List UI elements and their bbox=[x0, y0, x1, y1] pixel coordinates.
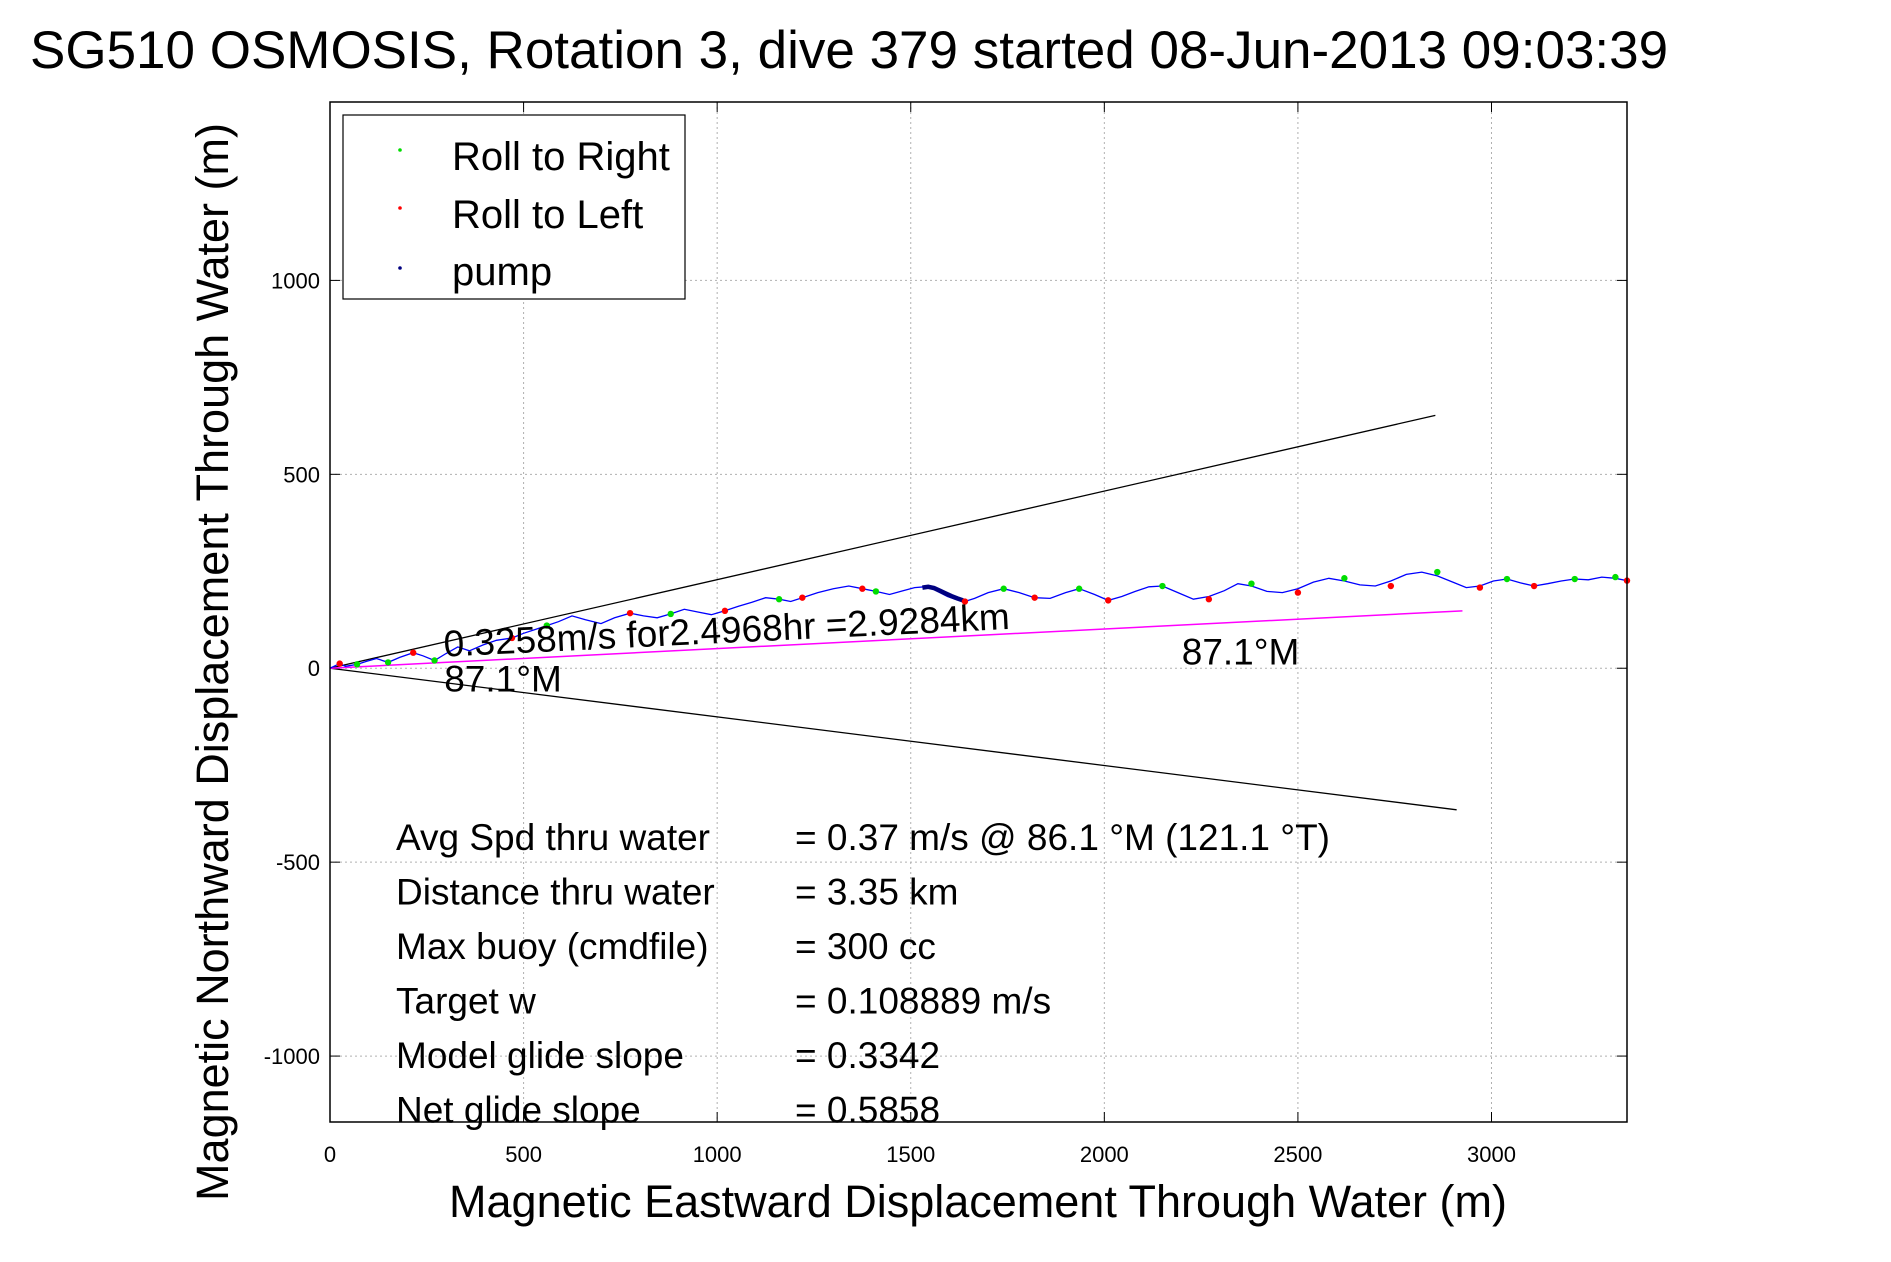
x-tick-label: 1500 bbox=[886, 1142, 935, 1167]
x-tick-label: 2000 bbox=[1080, 1142, 1129, 1167]
roll-right-point bbox=[1434, 568, 1441, 576]
stats-value: = 300 cc bbox=[795, 926, 936, 967]
x-tick-label: 0 bbox=[324, 1142, 336, 1167]
stats-value: = 0.3342 bbox=[795, 1035, 940, 1076]
pump-layer bbox=[922, 584, 964, 603]
heading-label-1: 87.1°M bbox=[444, 659, 562, 700]
roll-left-point bbox=[626, 609, 634, 617]
roll-left-point bbox=[799, 594, 806, 601]
x-tick-labels: 0 500 1000 1500 2000 2500 3000 bbox=[324, 1142, 1516, 1167]
legend-label-roll-right: Roll to Right bbox=[452, 135, 670, 179]
roll-left-point bbox=[1105, 597, 1112, 604]
x-tick-label: 2500 bbox=[1273, 1142, 1322, 1167]
legend-marker-pump bbox=[398, 266, 402, 270]
plot-frame bbox=[329, 101, 1628, 1123]
stats-label: Target w bbox=[396, 981, 536, 1022]
stats-value: = 0.108889 m/s bbox=[795, 981, 1051, 1022]
roll-left-point bbox=[1294, 589, 1302, 596]
heading-label-2: 87.1°M bbox=[1182, 631, 1300, 672]
stats-label: Model glide slope bbox=[396, 1035, 684, 1076]
roll-right-point bbox=[1612, 573, 1619, 581]
legend-marker-roll-left bbox=[398, 206, 402, 210]
y-tick-label: 1000 bbox=[271, 268, 320, 293]
y-tick-labels: -1000 -500 0 500 1000 bbox=[264, 268, 320, 1069]
roll-left-layer bbox=[336, 577, 1631, 667]
roll-right-point bbox=[1571, 575, 1578, 583]
roll-left-point bbox=[1530, 582, 1538, 590]
roll-left-point bbox=[961, 598, 969, 605]
legend: Roll to Right Roll to Left pump bbox=[342, 114, 686, 300]
heading-lines bbox=[329, 414, 1457, 811]
y-axis-label: Magnetic Northward Displacement Through … bbox=[187, 123, 238, 1201]
net-vector bbox=[329, 610, 1463, 669]
roll-right-point bbox=[1248, 580, 1255, 587]
roll-left-point bbox=[1031, 594, 1038, 601]
pump-segment bbox=[922, 584, 964, 603]
roll-left-point bbox=[336, 660, 343, 667]
y-tick-label: -1000 bbox=[264, 1044, 320, 1069]
stats-label: Avg Spd thru water bbox=[396, 817, 710, 858]
roll-right-point bbox=[1503, 575, 1511, 583]
roll-left-point bbox=[721, 607, 729, 615]
roll-right-point bbox=[384, 659, 392, 666]
roll-left-point bbox=[1205, 596, 1213, 603]
roll-left-point bbox=[1387, 582, 1395, 590]
heading-line-lower bbox=[329, 667, 1457, 811]
roll-right-point bbox=[353, 661, 361, 668]
roll-right-point bbox=[775, 596, 783, 603]
legend-label-roll-left: Roll to Left bbox=[452, 193, 643, 237]
chart-title: SG510 OSMOSIS, Rotation 3, dive 379 star… bbox=[30, 21, 1668, 80]
roll-right-point bbox=[1341, 575, 1348, 582]
y-tick-label: 0 bbox=[308, 656, 320, 681]
net-vector-line bbox=[329, 610, 1463, 669]
legend-marker-roll-right bbox=[398, 148, 402, 152]
x-axis-label: Magnetic Eastward Displacement Through W… bbox=[449, 1176, 1507, 1227]
stats-value: = 3.35 km bbox=[795, 872, 959, 913]
roll-left-point bbox=[410, 649, 417, 656]
x-tick-label: 1000 bbox=[693, 1142, 742, 1167]
stats-value: = 0.37 m/s @ 86.1 °M (121.1 °T) bbox=[795, 817, 1330, 858]
stats-block: Avg Spd thru water = 0.37 m/s @ 86.1 °M (… bbox=[396, 817, 1330, 1131]
stats-label: Distance thru water bbox=[396, 872, 715, 913]
roll-right-point bbox=[1000, 585, 1007, 592]
y-tick-label: -500 bbox=[276, 850, 320, 875]
x-tick-label: 3000 bbox=[1467, 1142, 1516, 1167]
stats-value: = 0.5858 bbox=[795, 1090, 940, 1131]
x-tick-label: 500 bbox=[505, 1142, 542, 1167]
roll-right-point bbox=[667, 610, 674, 618]
heading-line-upper bbox=[329, 414, 1436, 669]
roll-left-point bbox=[508, 634, 516, 642]
roll-left-point bbox=[859, 585, 866, 592]
roll-left-point bbox=[1476, 584, 1484, 591]
roll-right-layer bbox=[353, 568, 1619, 668]
legend-label-pump: pump bbox=[452, 250, 552, 294]
roll-right-point bbox=[1075, 585, 1083, 592]
stats-label: Max buoy (cmdfile) bbox=[396, 926, 709, 967]
roll-right-point bbox=[1159, 582, 1166, 590]
stats-label: Net glide slope bbox=[396, 1090, 641, 1131]
roll-right-point bbox=[543, 622, 551, 629]
roll-right-point bbox=[431, 657, 438, 664]
y-tick-label: 500 bbox=[283, 462, 320, 487]
roll-right-point bbox=[872, 588, 880, 595]
